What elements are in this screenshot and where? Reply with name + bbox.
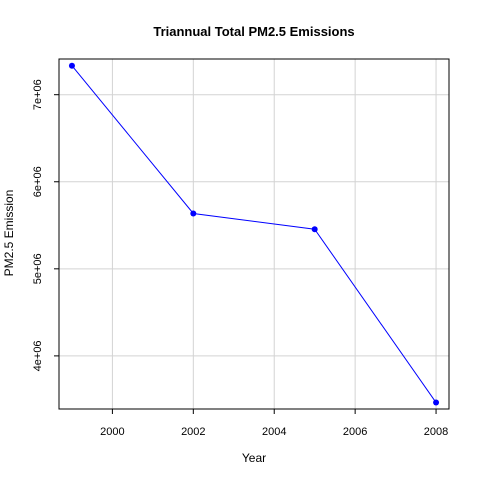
series-layer [68, 62, 440, 406]
x-tick-label: 2000 [100, 426, 124, 438]
x-axis-label: Year [242, 451, 266, 465]
axes: 2000 2002 2004 2006 2008 4e+06 5e+06 6e+06 7e+06 [32, 79, 448, 438]
grid [59, 59, 449, 409]
data-point [190, 210, 197, 217]
y-tick-label: 6e+06 [32, 166, 44, 197]
x-tick-label: 2004 [262, 426, 286, 438]
x-tick-label: 2006 [343, 426, 367, 438]
y-tick-label: 4e+06 [32, 340, 44, 371]
series-line [71, 65, 437, 403]
x-tick-label: 2002 [181, 426, 205, 438]
x-tick-label: 2008 [424, 426, 448, 438]
data-point [311, 226, 318, 233]
data-point [433, 399, 440, 406]
y-tick-label: 5e+06 [32, 253, 44, 284]
chart-title: Triannual Total PM2.5 Emissions [153, 24, 354, 39]
y-tick-label: 7e+06 [32, 79, 44, 110]
plot-frame [58, 58, 450, 410]
y-axis-label: PM2.5 Emission [2, 190, 16, 277]
data-point [68, 62, 75, 69]
